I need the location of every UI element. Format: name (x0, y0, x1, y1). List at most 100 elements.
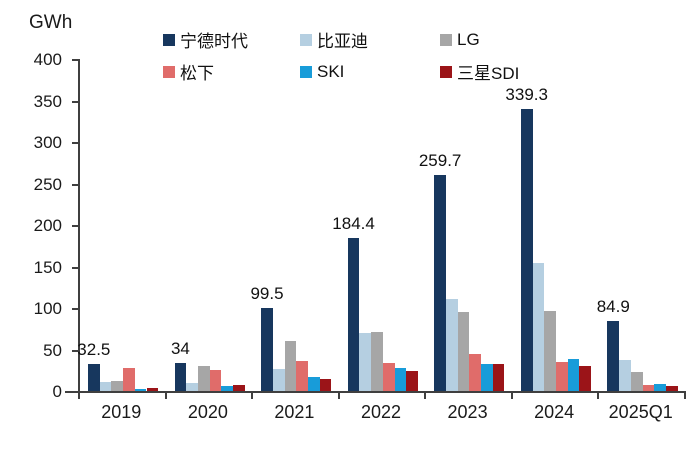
bar-value-label-2024: 339.3 (505, 85, 548, 105)
bar-2024-三星SDI (579, 366, 592, 391)
x-tick-2 (251, 393, 254, 399)
x-category-label-2019: 2019 (101, 402, 142, 422)
legend-item-1: 比亚迪 (300, 27, 440, 52)
bar-2024-比亚迪 (532, 263, 545, 391)
bar-2022-松下 (382, 362, 395, 391)
bar-2025Q1-松下 (642, 385, 655, 391)
x-tick-6 (597, 393, 600, 399)
bar-2025Q1-宁德时代 (607, 320, 620, 391)
legend-swatch-icon (440, 65, 452, 78)
y-tick-0 (72, 391, 78, 393)
bar-2021-宁德时代 (261, 308, 273, 391)
legend-item-2: LG (440, 27, 519, 52)
bar-2020-比亚迪 (186, 383, 198, 391)
y-tick-400 (72, 59, 78, 61)
bar-2023-比亚迪 (445, 298, 458, 391)
bar-2024-宁德时代 (520, 109, 533, 391)
legend-item-5: 三星SDI (440, 59, 519, 84)
legend-item-4: SKI (300, 59, 440, 84)
bar-2019-SKI (134, 389, 147, 391)
legend-label: 松下 (180, 64, 214, 83)
legend-label: 三星SDI (457, 64, 520, 83)
x-category-label-2025Q1: 2025Q1 (608, 402, 673, 422)
bar-2020-三星SDI (233, 384, 245, 391)
y-tick-label-100: 100 (33, 299, 62, 318)
y-tick-350 (72, 100, 78, 103)
legend-swatch-icon (163, 65, 175, 78)
bar-2020-宁德时代 (174, 362, 187, 391)
bar-2019-LG (111, 380, 124, 391)
bar-2019-松下 (123, 367, 135, 391)
y-axis-line (78, 59, 80, 393)
bar-2023-宁德时代 (434, 175, 446, 391)
bar-2025Q1-比亚迪 (619, 360, 631, 391)
legend-label: 宁德时代 (180, 32, 248, 51)
bar-2019-宁德时代 (88, 364, 100, 391)
y-tick-300 (72, 142, 78, 144)
bar-2023-SKI (481, 363, 493, 391)
bar-2020-SKI (221, 386, 234, 391)
bar-value-label-2021: 99.5 (250, 284, 284, 304)
bar-value-label-2020: 34 (170, 338, 190, 358)
x-axis-line (65, 391, 686, 393)
legend-label: LG (457, 29, 480, 49)
legend-swatch-icon (300, 65, 312, 78)
bar-2025Q1-LG (630, 371, 643, 391)
bar-2023-三星SDI (492, 364, 505, 391)
y-axis-unit-label: GWh (29, 12, 73, 33)
bar-2022-宁德时代 (347, 237, 360, 391)
bar-2019-三星SDI (146, 387, 159, 391)
bar-2021-三星SDI (319, 379, 332, 391)
bar-2024-SKI (567, 358, 580, 391)
chart-legend: 宁德时代 比亚迪 LG 松下 SKI 三星SDI (163, 27, 519, 84)
bar-2021-松下 (296, 361, 308, 391)
bar-2021-LG (284, 341, 297, 391)
bar-2020-松下 (209, 370, 222, 391)
y-tick-150 (72, 266, 78, 269)
y-tick-label-300: 300 (33, 133, 62, 152)
y-tick-label-150: 150 (33, 257, 62, 277)
x-tick-4 (424, 393, 427, 399)
bar-2022-比亚迪 (359, 332, 372, 391)
bar-value-label-2019: 32.5 (77, 340, 111, 360)
y-tick-label-350: 350 (33, 91, 62, 111)
legend-swatch-icon (440, 33, 452, 46)
y-tick-200 (72, 225, 78, 227)
x-tick-7 (684, 393, 686, 399)
bar-2019-比亚迪 (99, 381, 112, 391)
y-tick-250 (72, 183, 78, 186)
bar-value-label-2025Q1: 84.9 (596, 296, 630, 316)
x-tick-1 (164, 393, 167, 399)
legend-item-3: 松下 (163, 59, 300, 84)
bar-2021-SKI (307, 376, 320, 391)
legend-label: SKI (317, 61, 345, 81)
bar-2023-松下 (469, 354, 482, 391)
y-tick-label-400: 400 (33, 50, 62, 69)
y-tick-label-250: 250 (33, 174, 62, 194)
x-category-label-2024: 2024 (534, 402, 575, 422)
x-category-label-2022: 2022 (360, 402, 401, 422)
bar-value-label-2023: 259.7 (418, 151, 462, 171)
bar-2023-LG (457, 312, 470, 391)
legend-swatch-icon (300, 33, 312, 46)
x-category-label-2021: 2021 (274, 402, 315, 422)
y-tick-label-0: 0 (52, 382, 62, 401)
bar-value-label-2022: 184.4 (332, 213, 375, 233)
legend-swatch-icon (163, 33, 175, 46)
bar-2025Q1-三星SDI (665, 386, 678, 391)
x-tick-3 (337, 393, 340, 399)
bar-2022-SKI (394, 367, 407, 391)
bar-2024-LG (544, 311, 556, 391)
legend-label: 比亚迪 (317, 32, 368, 51)
y-tick-100 (72, 308, 78, 310)
x-category-label-2020: 2020 (187, 402, 228, 422)
y-tick-label-50: 50 (43, 340, 62, 360)
bar-2024-松下 (555, 361, 568, 391)
bar-2022-LG (371, 332, 383, 391)
x-category-label-2023: 2023 (447, 402, 488, 422)
bar-2021-比亚迪 (272, 369, 285, 391)
legend-item-0: 宁德时代 (163, 27, 300, 52)
bar-2022-三星SDI (406, 371, 418, 391)
